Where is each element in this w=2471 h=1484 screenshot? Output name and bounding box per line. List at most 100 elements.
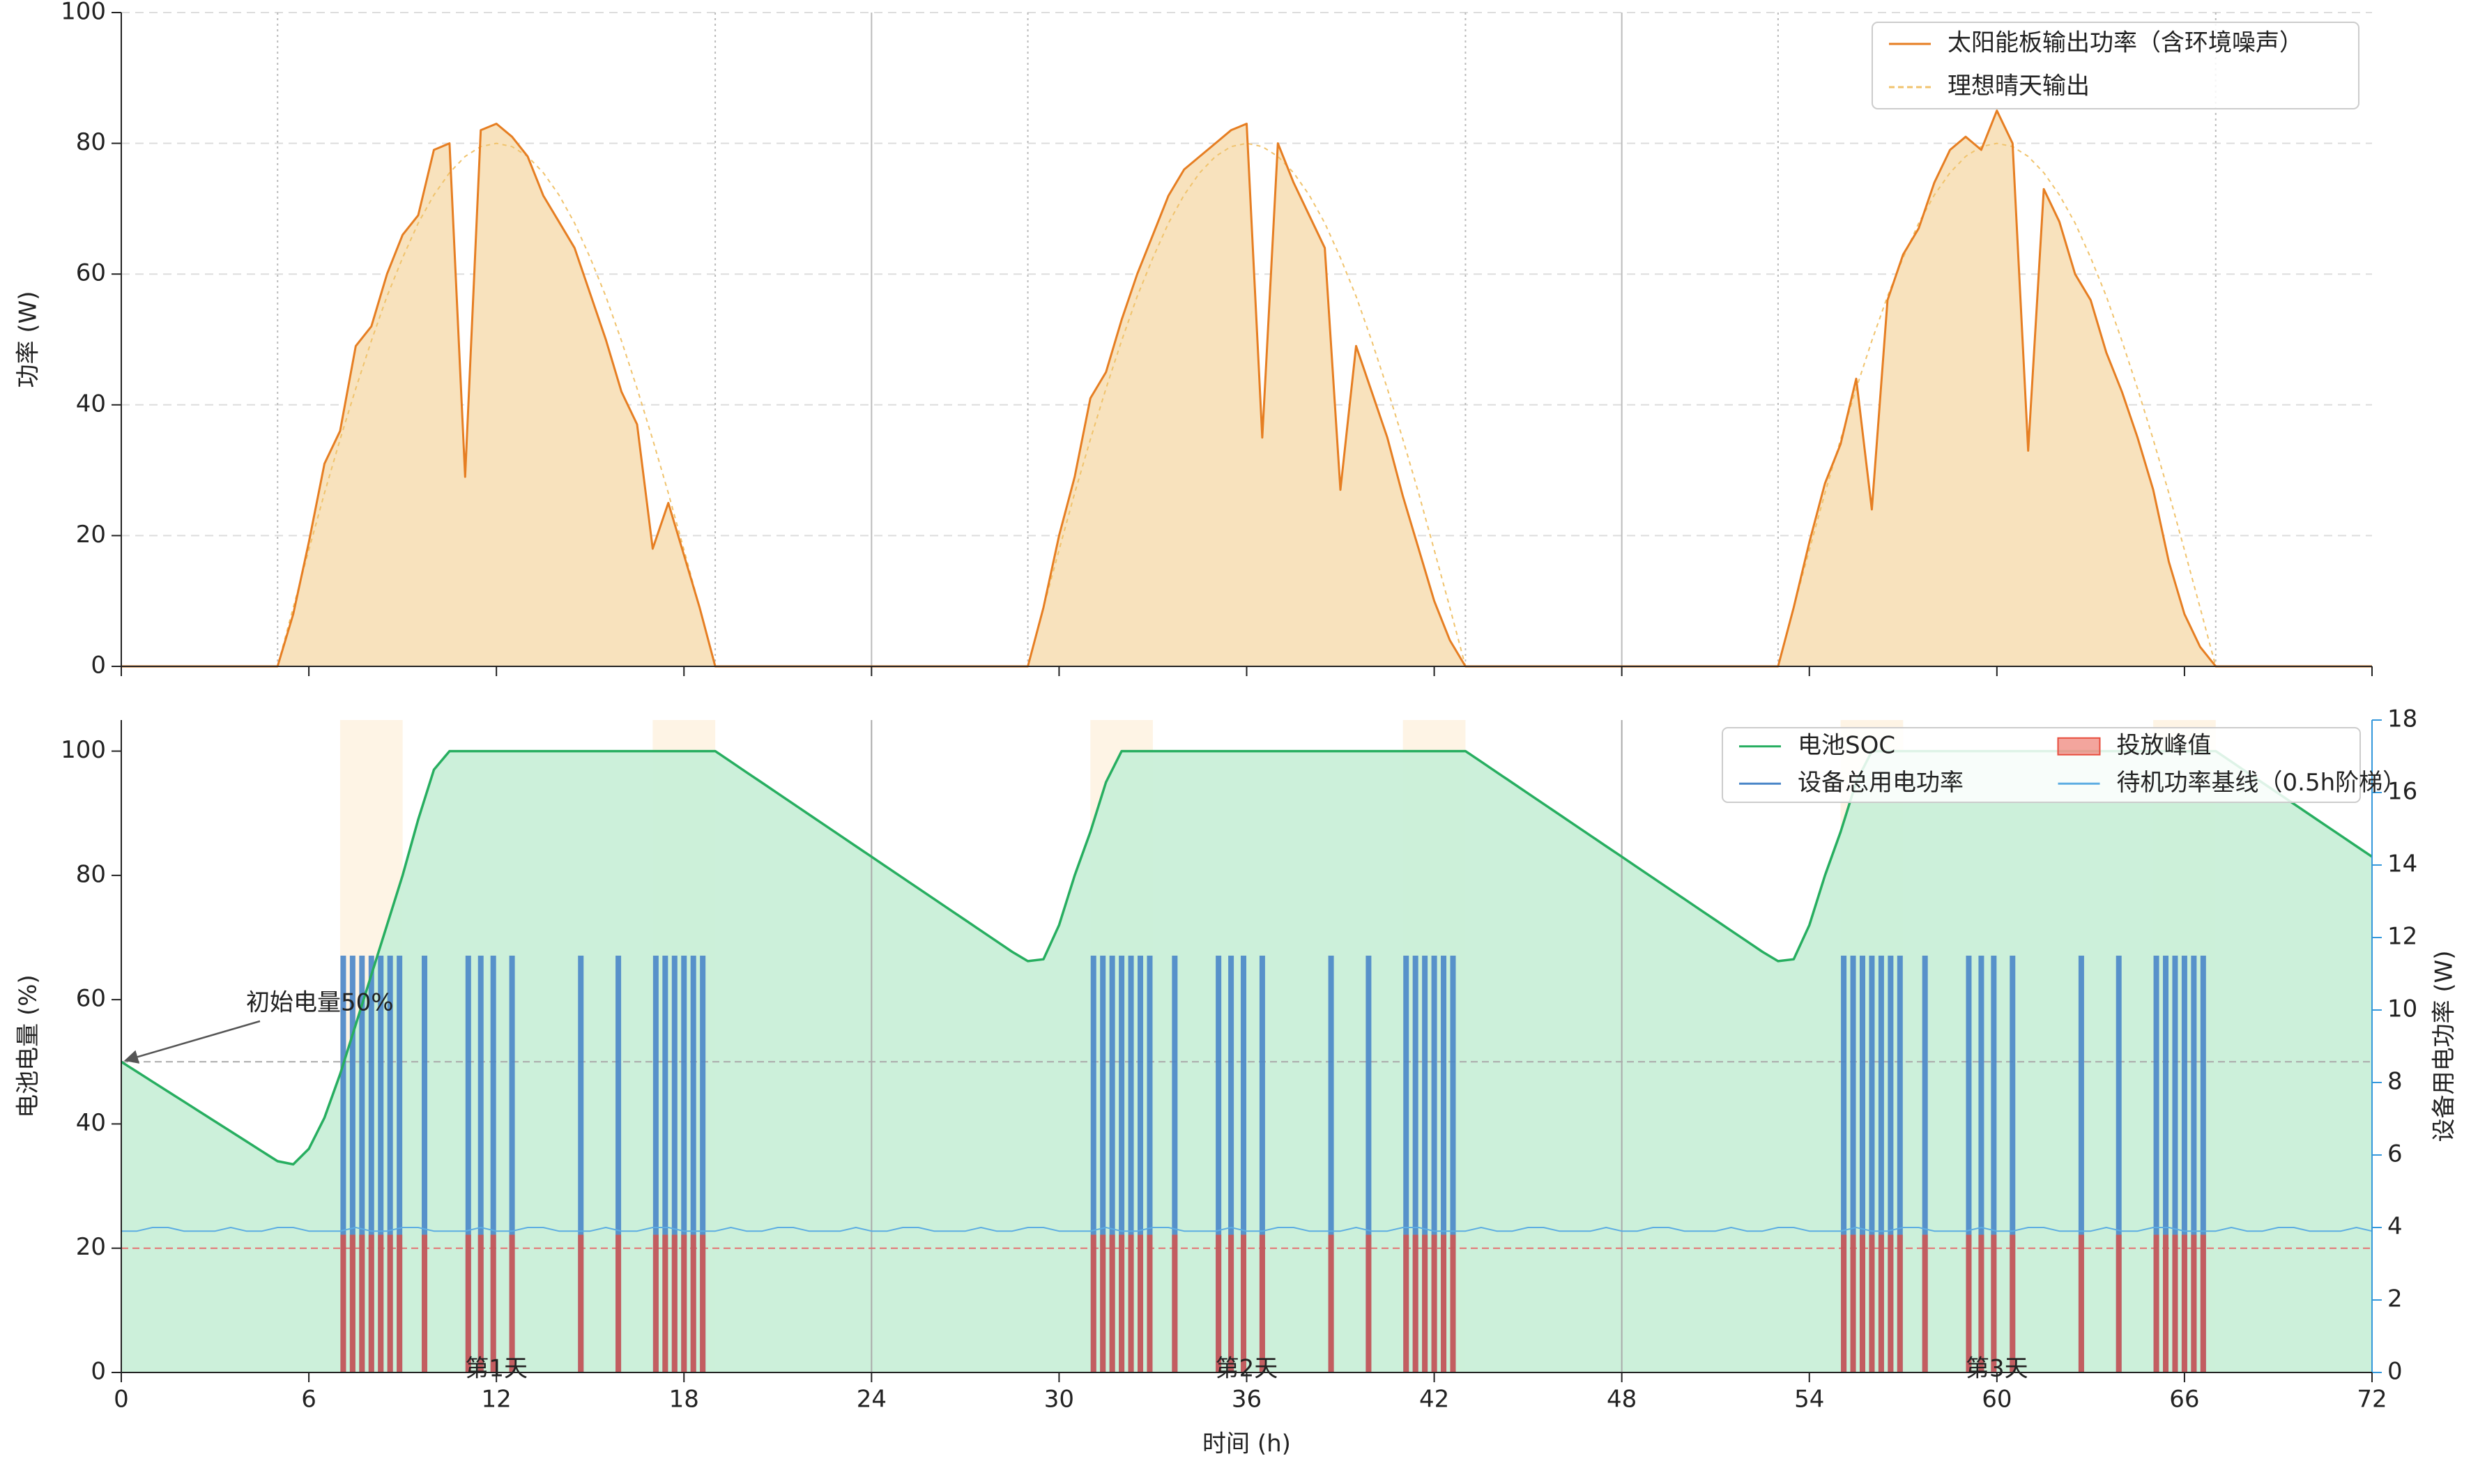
series-line <box>121 142 2372 667</box>
y-tick-label: 20 <box>76 521 106 549</box>
legend-label: 电池SOC <box>1798 731 1895 759</box>
spike <box>1403 956 1409 1372</box>
spike <box>1328 1234 1334 1372</box>
spike <box>1869 956 1875 1372</box>
x-axis-label: 时间 (h) <box>1202 1430 1291 1458</box>
spike <box>1328 956 1334 1372</box>
spike <box>490 956 496 1372</box>
spike <box>1859 956 1865 1372</box>
spike <box>1450 1234 1456 1372</box>
spike <box>1888 956 1894 1372</box>
y2-tick-label: 2 <box>2387 1285 2403 1313</box>
spike <box>1859 1234 1865 1372</box>
spike <box>477 1234 484 1372</box>
spike <box>349 956 355 1372</box>
spike <box>578 1234 584 1372</box>
spike <box>681 1234 687 1372</box>
spike <box>2078 956 2084 1372</box>
spike <box>671 1234 678 1372</box>
spike <box>2181 1234 2187 1372</box>
spike <box>2116 1234 2122 1372</box>
spike <box>378 956 384 1372</box>
legend-box <box>1722 727 2361 803</box>
spike <box>1897 956 1903 1372</box>
spike <box>1888 1234 1894 1372</box>
spike <box>1450 956 1456 1372</box>
y2-tick-label: 8 <box>2387 1068 2403 1096</box>
annotation-arrow <box>124 1020 261 1064</box>
legend-label: 理想晴天输出 <box>1948 72 2090 100</box>
y2-axis-label: 设备用电功率 (W) <box>2431 951 2458 1142</box>
spike <box>1966 956 1972 1372</box>
x-tick-label: 48 <box>1607 1386 1637 1414</box>
spike <box>1090 956 1096 1372</box>
x-tick-label: 18 <box>669 1386 699 1414</box>
spike <box>397 1234 403 1372</box>
spike <box>1978 956 1984 1372</box>
spike <box>1109 956 1115 1372</box>
spike <box>1128 956 1134 1372</box>
spike <box>2153 956 2159 1372</box>
x-tick-label: 54 <box>1794 1386 1824 1414</box>
spike <box>2116 956 2122 1372</box>
legend-box <box>1872 22 2359 109</box>
spike <box>1228 956 1234 1372</box>
y2-tick-label: 6 <box>2387 1140 2403 1168</box>
x-tick-label: 60 <box>1982 1386 2012 1414</box>
spike <box>2010 1234 2016 1372</box>
y-tick-label: 60 <box>76 985 106 1013</box>
spike <box>340 956 346 1372</box>
spike <box>690 956 696 1372</box>
spike <box>1850 956 1856 1372</box>
y2-tick-label: 16 <box>2387 778 2417 806</box>
spike <box>1365 1234 1372 1372</box>
spike <box>1897 1234 1903 1372</box>
annotation-text: 初始电量50% <box>246 989 394 1017</box>
spike <box>2153 1234 2159 1372</box>
spike <box>1431 956 1437 1372</box>
x-tick-label: 12 <box>482 1386 512 1414</box>
spike <box>652 956 659 1372</box>
x-tick-label: 30 <box>1044 1386 1074 1414</box>
spike <box>359 1234 365 1372</box>
spike <box>1878 1234 1884 1372</box>
spike <box>1216 1234 1222 1372</box>
y-tick-label: 80 <box>76 860 106 888</box>
spike <box>1119 1234 1125 1372</box>
spike <box>1869 1234 1875 1372</box>
spike <box>490 1234 496 1372</box>
spike <box>1259 1234 1265 1372</box>
y-tick-label: 0 <box>91 652 106 680</box>
x-tick-label: 72 <box>2357 1386 2387 1414</box>
spike <box>2172 956 2178 1372</box>
spike <box>1978 1234 1984 1372</box>
spike <box>1128 1234 1134 1372</box>
spike <box>1216 956 1222 1372</box>
spike <box>2078 1234 2084 1372</box>
spike <box>1147 956 1153 1372</box>
spike <box>422 956 428 1372</box>
legend-label: 待机功率基线（0.5h阶梯） <box>2117 769 2407 797</box>
y2-tick-label: 10 <box>2387 995 2417 1023</box>
spike <box>2163 956 2169 1372</box>
spike <box>1841 956 1847 1372</box>
spike <box>368 1234 374 1372</box>
x-tick-label: 0 <box>114 1386 129 1414</box>
y2-tick-label: 4 <box>2387 1213 2403 1241</box>
y-tick-label: 20 <box>76 1233 106 1261</box>
spike <box>681 956 687 1372</box>
y-tick-label: 100 <box>61 736 106 764</box>
spike <box>1422 1234 1428 1372</box>
spike <box>1172 1234 1178 1372</box>
spike <box>1966 1234 1972 1372</box>
y-axis-label: 电池电量 (%) <box>15 974 43 1118</box>
spike <box>349 1234 355 1372</box>
spike <box>1850 1234 1856 1372</box>
spike <box>1441 956 1447 1372</box>
spike <box>1119 956 1125 1372</box>
y-axis-label: 功率 (W) <box>15 291 43 388</box>
x-tick-label: 36 <box>1232 1386 1262 1414</box>
y2-tick-label: 18 <box>2387 705 2417 733</box>
y2-tick-label: 12 <box>2387 923 2417 951</box>
